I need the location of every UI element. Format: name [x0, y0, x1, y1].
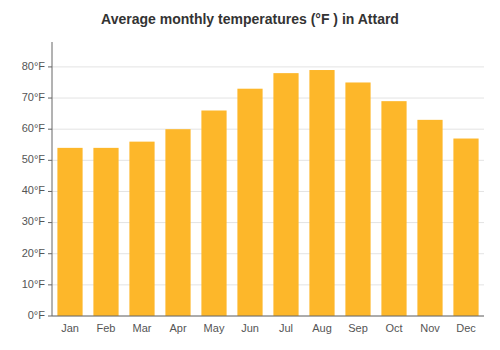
- bar: [57, 148, 82, 316]
- y-tick-label: 10°F: [22, 278, 46, 290]
- bar: [309, 70, 334, 316]
- y-tick: [48, 129, 52, 130]
- y-tick-label: 80°F: [22, 60, 46, 72]
- y-axis: 0°F 10°F 20°F 30°F 40°F 50°F 60°F 70°F 80°F: [22, 60, 52, 321]
- x-axis: Jan Feb Mar Apr May Jun Jul Aug Sep Oct Nov Dec: [61, 322, 476, 334]
- x-axis-line: [52, 316, 484, 317]
- x-tick-label: Jun: [241, 322, 259, 334]
- bar: [417, 120, 442, 316]
- y-tick: [48, 222, 52, 223]
- chart-container: 0°F 10°F 20°F 30°F 40°F 50°F 60°F 70°F 80°F Jan Fe…: [0, 0, 500, 350]
- x-tick-label: Nov: [420, 322, 440, 334]
- bar: [453, 139, 478, 316]
- y-tick-label: 40°F: [22, 184, 46, 196]
- chart-svg: 0°F 10°F 20°F 30°F 40°F 50°F 60°F 70°F 80°F Jan Fe…: [0, 0, 500, 350]
- bar: [345, 82, 370, 316]
- y-tick-label: 30°F: [22, 215, 46, 227]
- bar: [93, 148, 118, 316]
- x-tick-label: Jul: [279, 322, 293, 334]
- y-tick-label: 0°F: [28, 309, 46, 321]
- y-tick-label: 50°F: [22, 153, 46, 165]
- grid: [52, 67, 484, 316]
- y-tick-label: 70°F: [22, 91, 46, 103]
- grid-line: [52, 66, 484, 67]
- bar: [201, 111, 226, 317]
- bars: [57, 70, 478, 316]
- y-tick: [48, 98, 52, 99]
- x-tick-label: Oct: [385, 322, 402, 334]
- x-tick-label: Feb: [97, 322, 116, 334]
- y-axis-line: [52, 42, 53, 316]
- bar: [237, 89, 262, 316]
- y-tick: [48, 160, 52, 161]
- y-tick: [48, 284, 52, 285]
- bar: [381, 101, 406, 316]
- x-tick-label: Jan: [61, 322, 79, 334]
- y-tick: [48, 66, 52, 67]
- bar: [165, 129, 190, 316]
- y-tick: [48, 253, 52, 254]
- y-tick-label: 60°F: [22, 122, 46, 134]
- x-tick-label: Sep: [348, 322, 368, 334]
- bar: [129, 142, 154, 316]
- grid-line: [52, 316, 484, 317]
- y-tick-label: 20°F: [22, 247, 46, 259]
- y-tick: [48, 316, 52, 317]
- x-tick-label: May: [204, 322, 225, 334]
- title: Average monthly temperatures (°F ) in At…: [101, 11, 399, 27]
- x-tick-label: Dec: [456, 322, 476, 334]
- bar: [273, 73, 298, 316]
- y-tick: [48, 191, 52, 192]
- x-tick-label: Mar: [133, 322, 152, 334]
- x-tick-label: Apr: [169, 322, 186, 334]
- x-tick-label: Aug: [312, 322, 332, 334]
- grid-line: [52, 98, 484, 99]
